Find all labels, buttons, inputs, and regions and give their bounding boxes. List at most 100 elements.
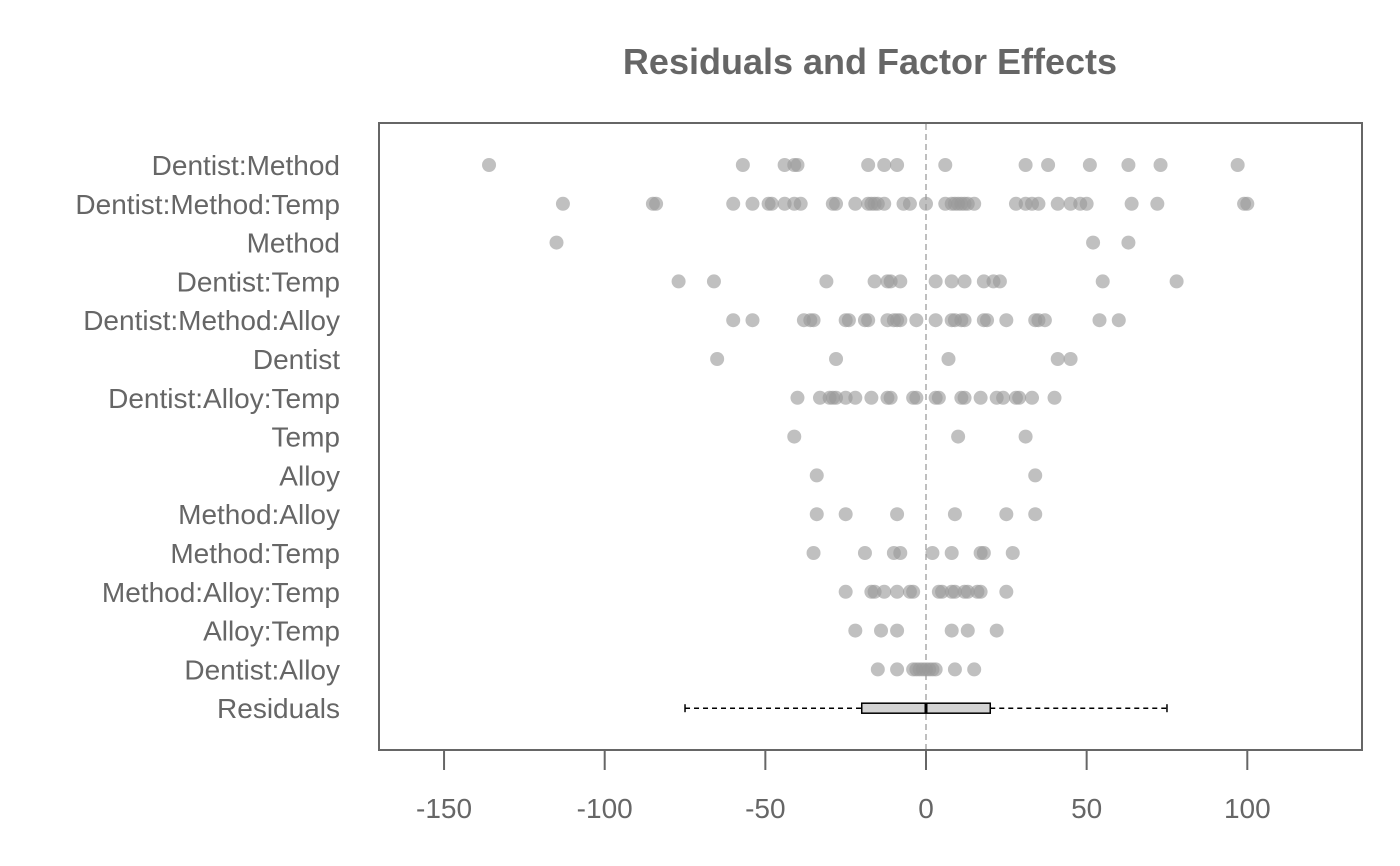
effect-point: [790, 390, 805, 405]
effect-point: [1018, 158, 1033, 172]
effect-point: [976, 274, 991, 289]
row-label: Dentist:Method:Temp: [75, 189, 340, 220]
effect-point: [848, 390, 863, 405]
effect-point: [941, 352, 956, 366]
effect-point: [890, 507, 905, 522]
effect-point: [928, 662, 943, 677]
effect-point: [735, 158, 750, 172]
row-label: Dentist:Alloy: [184, 654, 340, 685]
effect-point: [745, 313, 760, 328]
effect-point: [973, 390, 988, 405]
effect-point: [806, 313, 821, 328]
effect-point: [710, 352, 725, 366]
row-label: Method:Alloy: [178, 499, 340, 530]
effect-point: [877, 196, 892, 211]
effect-point: [925, 546, 940, 560]
row-label: Dentist:Method:Alloy: [83, 305, 340, 336]
effect-point: [967, 196, 982, 211]
effect-point: [944, 546, 959, 560]
effect-point: [1063, 352, 1078, 366]
effect-point: [1028, 468, 1043, 483]
effect-point: [1153, 158, 1168, 172]
effect-point: [999, 584, 1014, 599]
effect-point: [829, 352, 844, 366]
effect-point: [1018, 429, 1033, 444]
effect-point: [938, 158, 953, 172]
chart-title: Residuals and Factor Effects: [623, 41, 1117, 82]
effect-point: [874, 623, 889, 638]
effect-point: [864, 390, 879, 405]
effect-point: [906, 584, 921, 599]
row-label: Method:Temp: [170, 538, 340, 569]
effect-point: [764, 196, 779, 211]
effect-point: [883, 274, 898, 289]
effect-point: [1111, 313, 1126, 328]
effect-point: [944, 274, 959, 289]
effect-point: [957, 313, 972, 328]
effect-point: [1008, 196, 1023, 211]
effect-point: [890, 584, 905, 599]
x-tick-label: 50: [1071, 793, 1102, 824]
x-tick-label: 100: [1224, 793, 1271, 824]
x-tick-label: -100: [577, 793, 633, 824]
effect-point: [706, 274, 721, 289]
effect-point: [989, 623, 1004, 638]
row-label: Alloy: [279, 460, 340, 491]
effect-point: [883, 390, 898, 405]
effect-point: [838, 390, 853, 405]
row-label: Residuals: [217, 693, 340, 724]
effect-point: [902, 196, 917, 211]
row-label: Dentist: [253, 344, 340, 375]
effect-point: [1012, 390, 1027, 405]
effect-point: [1169, 274, 1184, 289]
effect-point: [870, 662, 885, 677]
effect-point: [1050, 352, 1065, 366]
effect-point: [649, 196, 664, 211]
row-label: Dentist:Temp: [177, 266, 340, 297]
effect-point: [877, 584, 892, 599]
effect-point: [967, 662, 982, 677]
effect-point: [838, 584, 853, 599]
effect-point: [838, 507, 853, 522]
effect-point: [992, 274, 1007, 289]
effect-point: [893, 313, 908, 328]
effect-point: [980, 313, 995, 328]
row-label: Dentist:Alloy:Temp: [108, 383, 340, 414]
effect-point: [919, 196, 933, 211]
effect-point: [809, 507, 824, 522]
effect-point: [944, 623, 959, 638]
effect-point: [745, 196, 760, 211]
row-label: Method: [247, 228, 340, 259]
effect-point: [861, 158, 876, 172]
effect-point: [1230, 158, 1245, 172]
effect-point: [890, 623, 905, 638]
effect-point: [947, 507, 962, 522]
effect-point: [482, 158, 497, 172]
effect-point: [931, 390, 946, 405]
effect-point: [960, 584, 975, 599]
effect-point: [1041, 158, 1056, 172]
effect-point: [812, 390, 827, 405]
effect-point: [857, 546, 872, 560]
effect-point: [909, 390, 924, 405]
effect-point: [848, 196, 863, 211]
effect-point: [829, 390, 844, 405]
effect-point: [957, 274, 972, 289]
effect-point: [947, 662, 962, 677]
effect-point: [819, 274, 834, 289]
effect-point: [1031, 196, 1046, 211]
effect-point: [1037, 313, 1052, 328]
x-tick-label: 0: [918, 793, 934, 824]
effect-point: [555, 196, 570, 211]
effect-point: [890, 662, 905, 677]
row-label: Temp: [272, 422, 340, 453]
x-tick-label: -50: [745, 793, 785, 824]
effect-point: [928, 313, 943, 328]
effect-point: [999, 313, 1014, 328]
effect-point: [829, 196, 844, 211]
effect-point: [1047, 390, 1062, 405]
effect-point: [893, 274, 908, 289]
effect-point: [1095, 274, 1110, 289]
effect-point: [935, 584, 950, 599]
